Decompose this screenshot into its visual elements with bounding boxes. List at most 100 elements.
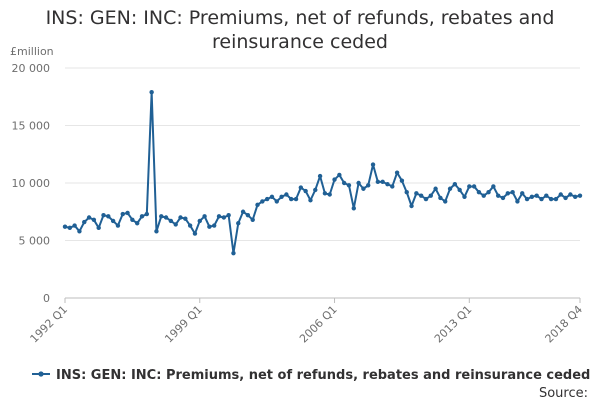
- data-point-6[interactable]: [91, 217, 97, 222]
- data-point-50[interactable]: [303, 188, 308, 194]
- data-point-90[interactable]: [495, 193, 501, 198]
- data-point-98[interactable]: [534, 193, 539, 198]
- data-point-28[interactable]: [197, 218, 202, 224]
- data-point-95[interactable]: [520, 191, 525, 196]
- data-point-76[interactable]: [428, 193, 433, 198]
- data-point-23[interactable]: [173, 222, 178, 227]
- data-point-40[interactable]: [255, 202, 260, 208]
- data-point-37[interactable]: [240, 209, 246, 214]
- data-point-91[interactable]: [500, 195, 506, 201]
- data-point-85[interactable]: [471, 184, 477, 189]
- data-point-26[interactable]: [187, 223, 193, 228]
- data-point-81[interactable]: [452, 181, 458, 187]
- data-point-30[interactable]: [207, 224, 212, 229]
- data-point-99[interactable]: [539, 196, 544, 202]
- data-point-60[interactable]: [351, 206, 356, 211]
- data-point-64[interactable]: [370, 162, 376, 167]
- data-point-38[interactable]: [245, 213, 251, 218]
- data-point-68[interactable]: [390, 184, 395, 189]
- data-point-105[interactable]: [568, 192, 573, 197]
- data-point-11[interactable]: [115, 223, 121, 228]
- data-point-24[interactable]: [178, 215, 183, 220]
- data-point-39[interactable]: [250, 217, 255, 222]
- data-point-1[interactable]: [67, 225, 73, 231]
- data-point-107[interactable]: [577, 193, 583, 198]
- data-point-7[interactable]: [96, 225, 101, 231]
- data-point-4[interactable]: [82, 219, 87, 225]
- data-point-17[interactable]: [144, 211, 150, 217]
- data-point-14[interactable]: [130, 217, 135, 222]
- data-point-54[interactable]: [322, 191, 328, 196]
- data-point-10[interactable]: [110, 218, 116, 224]
- data-point-96[interactable]: [524, 196, 530, 202]
- data-point-34[interactable]: [226, 213, 231, 218]
- data-point-58[interactable]: [341, 180, 347, 186]
- data-point-75[interactable]: [423, 196, 429, 202]
- data-point-51[interactable]: [308, 198, 313, 203]
- data-point-101[interactable]: [548, 196, 554, 202]
- data-point-48[interactable]: [293, 196, 299, 202]
- data-point-56[interactable]: [332, 177, 337, 182]
- data-point-33[interactable]: [221, 215, 227, 220]
- data-point-79[interactable]: [443, 199, 448, 204]
- data-point-20[interactable]: [159, 214, 164, 219]
- data-point-18[interactable]: [149, 89, 154, 95]
- data-point-72[interactable]: [409, 203, 414, 209]
- data-point-84[interactable]: [467, 184, 472, 189]
- data-point-29[interactable]: [202, 214, 207, 219]
- data-point-49[interactable]: [298, 185, 304, 190]
- data-point-22[interactable]: [168, 218, 174, 224]
- data-point-77[interactable]: [433, 186, 438, 191]
- data-point-15[interactable]: [135, 221, 140, 226]
- data-point-88[interactable]: [486, 190, 491, 195]
- data-point-19[interactable]: [154, 229, 159, 234]
- legend[interactable]: INS: GEN: INC: Premiums, net of refunds,…: [32, 368, 590, 383]
- data-point-53[interactable]: [317, 173, 323, 179]
- data-point-5[interactable]: [86, 215, 92, 220]
- data-point-47[interactable]: [289, 196, 294, 202]
- data-point-69[interactable]: [394, 170, 400, 175]
- data-point-78[interactable]: [438, 195, 443, 201]
- data-point-43[interactable]: [269, 194, 275, 199]
- data-point-59[interactable]: [346, 183, 352, 188]
- data-point-106[interactable]: [572, 194, 578, 199]
- data-point-67[interactable]: [385, 181, 390, 187]
- data-point-21[interactable]: [163, 215, 169, 220]
- data-point-2[interactable]: [72, 223, 77, 228]
- data-point-93[interactable]: [510, 190, 515, 195]
- data-point-13[interactable]: [125, 210, 130, 216]
- data-point-3[interactable]: [77, 229, 82, 234]
- data-point-62[interactable]: [361, 186, 366, 191]
- data-point-100[interactable]: [544, 193, 549, 198]
- data-point-8[interactable]: [101, 213, 106, 218]
- data-point-55[interactable]: [327, 192, 332, 197]
- data-point-80[interactable]: [447, 186, 453, 191]
- data-point-74[interactable]: [418, 193, 424, 198]
- data-point-35[interactable]: [231, 250, 236, 256]
- data-point-25[interactable]: [183, 216, 188, 221]
- data-point-41[interactable]: [260, 199, 265, 204]
- data-point-57[interactable]: [337, 172, 342, 178]
- data-point-32[interactable]: [216, 214, 222, 219]
- data-point-61[interactable]: [356, 180, 361, 186]
- data-point-94[interactable]: [515, 199, 520, 204]
- data-point-104[interactable]: [563, 195, 568, 201]
- data-point-0[interactable]: [62, 224, 68, 229]
- data-point-71[interactable]: [404, 190, 409, 195]
- data-point-83[interactable]: [462, 194, 467, 199]
- data-point-44[interactable]: [274, 199, 279, 204]
- data-point-42[interactable]: [264, 196, 270, 202]
- data-point-89[interactable]: [491, 184, 496, 189]
- data-point-46[interactable]: [284, 192, 289, 197]
- data-point-45[interactable]: [279, 194, 284, 199]
- data-point-27[interactable]: [192, 231, 198, 236]
- data-point-16[interactable]: [139, 214, 145, 219]
- data-point-31[interactable]: [212, 223, 217, 228]
- data-point-86[interactable]: [476, 190, 482, 195]
- data-point-92[interactable]: [505, 191, 510, 196]
- data-point-97[interactable]: [529, 194, 535, 199]
- data-point-102[interactable]: [553, 196, 559, 202]
- data-point-70[interactable]: [399, 178, 405, 183]
- data-point-52[interactable]: [313, 187, 318, 193]
- data-point-87[interactable]: [481, 193, 486, 198]
